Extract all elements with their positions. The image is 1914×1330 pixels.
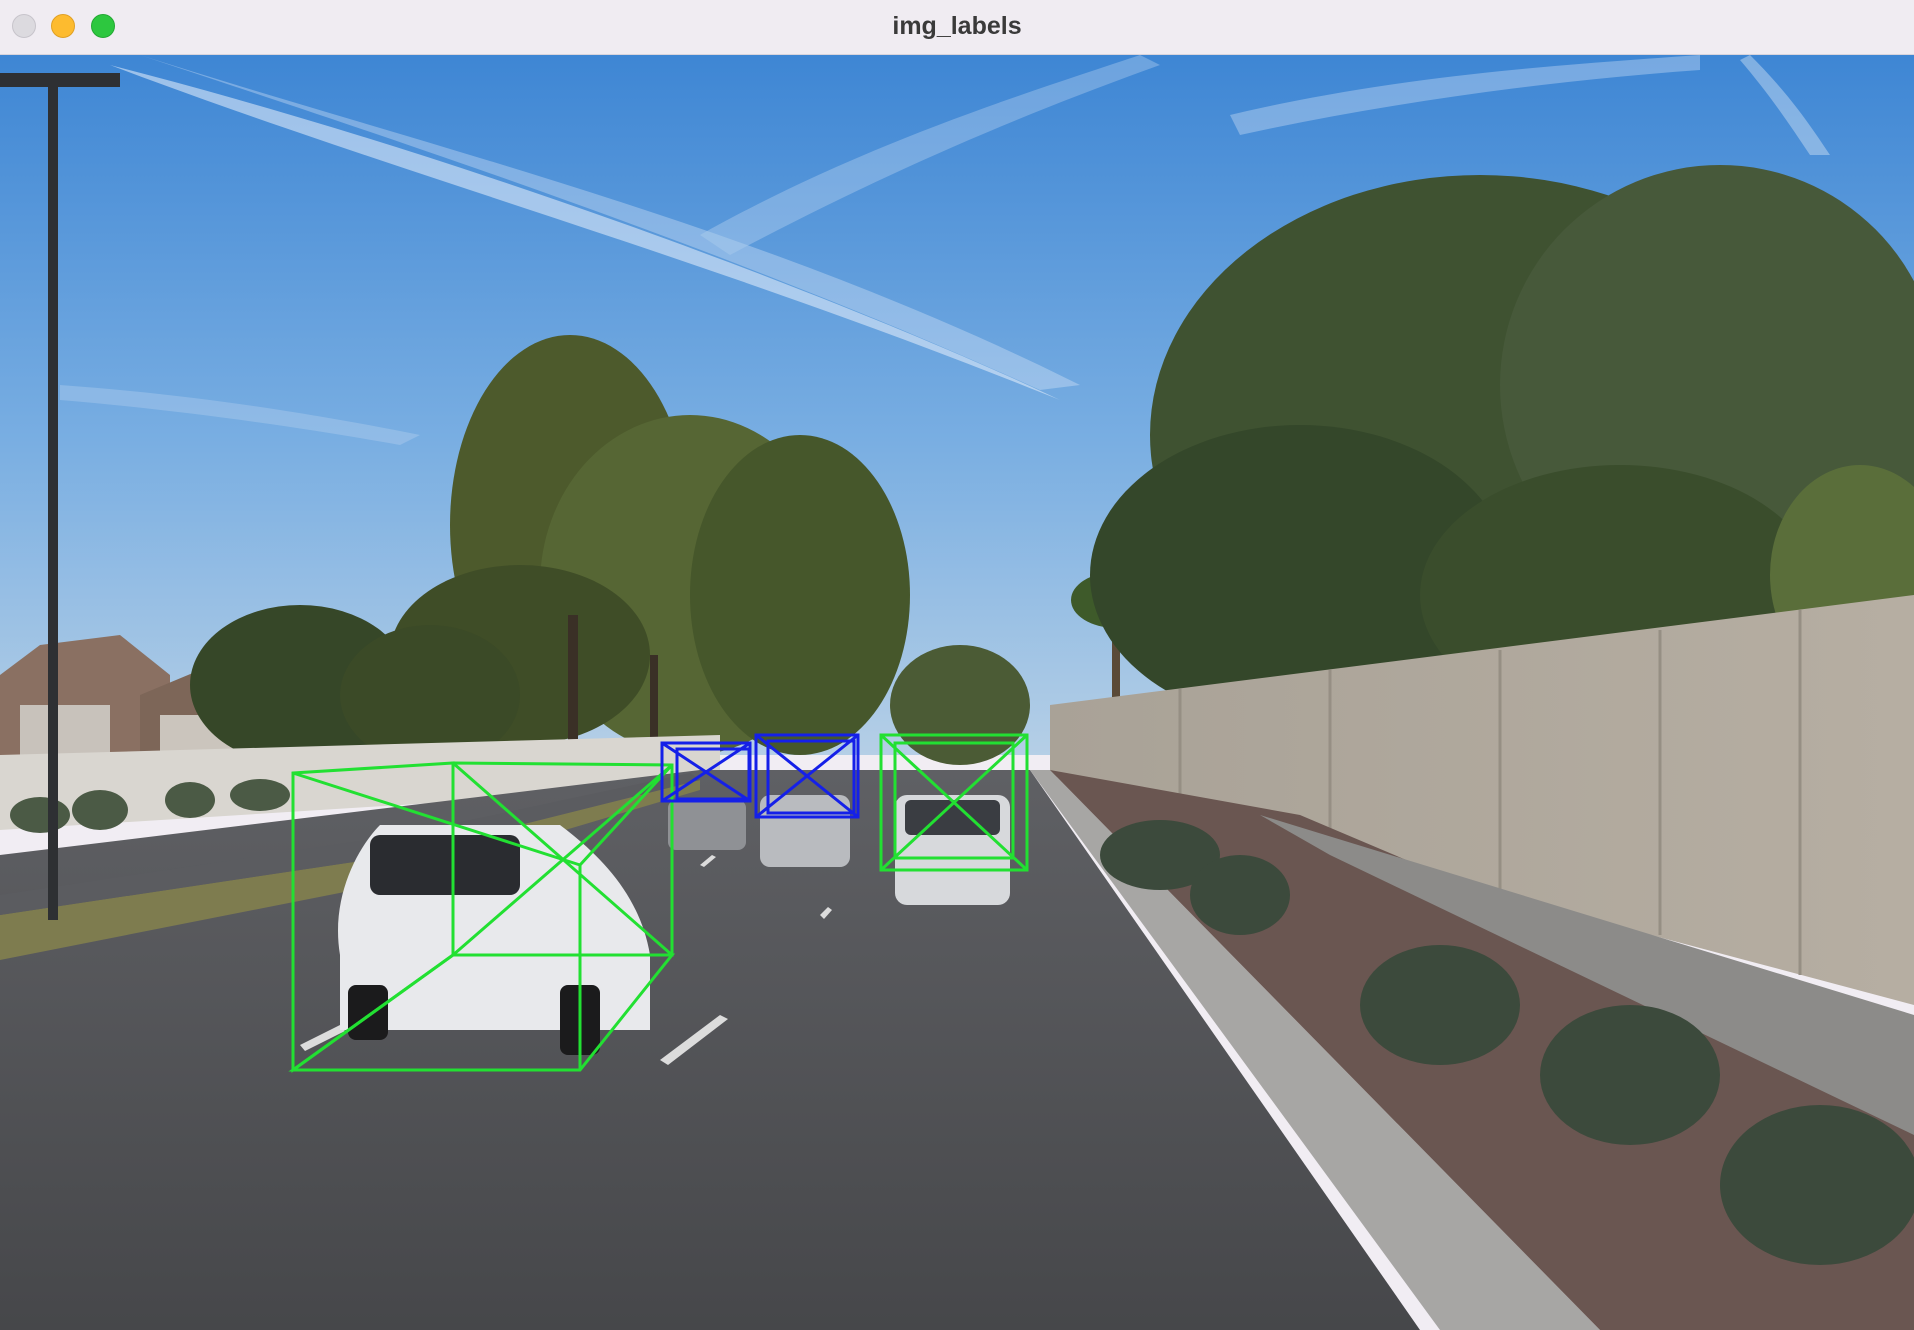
wall-joints	[1178, 610, 1802, 975]
car-mid-right	[895, 795, 1010, 905]
bbox-car-2	[879, 733, 1029, 872]
bbox-car-3	[660, 741, 752, 803]
minimize-button[interactable]	[51, 14, 75, 38]
right-sidewalk	[1260, 815, 1914, 1135]
car-near-left	[338, 825, 650, 1055]
car-far-2	[760, 795, 850, 867]
bushes-left	[10, 779, 290, 833]
close-button[interactable]	[12, 14, 36, 38]
right-wall	[1050, 595, 1914, 1005]
shrubs-right	[1100, 820, 1914, 1265]
trees-right	[1090, 165, 1914, 725]
right-curb	[1030, 770, 1600, 1330]
bbox-car-1	[288, 761, 676, 1073]
street-lamp	[0, 73, 120, 920]
image-viewport	[0, 55, 1914, 1330]
labeled-image	[0, 55, 1914, 1330]
car-far-1	[668, 800, 746, 850]
zoom-button[interactable]	[91, 14, 115, 38]
bbox-car-4	[754, 733, 860, 819]
left-far-road	[0, 773, 700, 915]
title-bar[interactable]: img_labels	[0, 0, 1914, 55]
lane-markings	[300, 855, 832, 1065]
clouds	[60, 55, 1830, 445]
window-title: img_labels	[892, 12, 1022, 40]
